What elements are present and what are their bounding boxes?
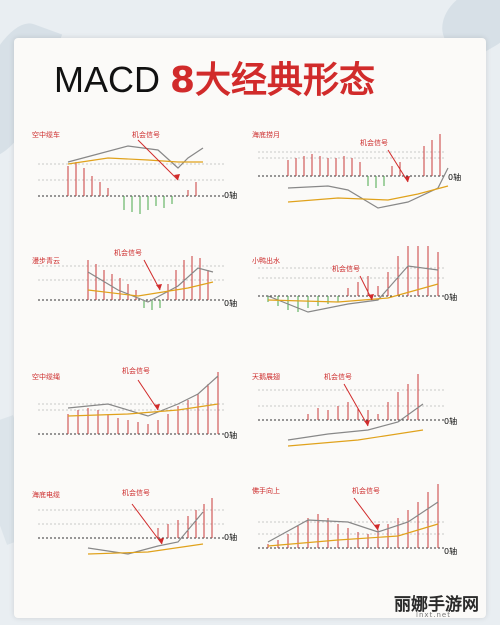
zero-axis-label: 0轴	[448, 173, 462, 182]
pattern-name: 漫步青云	[32, 257, 60, 265]
pattern-chart	[38, 256, 224, 310]
pattern-chart	[258, 484, 444, 549]
signal-arrowhead	[158, 538, 164, 544]
dea-line	[67, 157, 203, 165]
pattern-name: 空中缆绳	[32, 373, 60, 381]
dea-line	[267, 523, 439, 547]
signal-label: 机会信号	[122, 367, 150, 375]
pattern-panel-1: 空中缆车 机会信号 0轴	[28, 128, 254, 246]
pattern-panel-8: 佛手向上 机会信号 0轴	[248, 482, 474, 600]
watermark-logo: 丽娜手游网 lnxt.net	[356, 588, 496, 622]
signal-arrowhead	[364, 420, 370, 426]
dea-line	[267, 283, 439, 303]
watermark-name: 丽娜手游网	[394, 595, 479, 615]
signal-arrowhead	[404, 176, 410, 182]
pattern-chart	[258, 134, 449, 209]
pattern-name: 天鹅展翅	[252, 373, 280, 381]
signal-arrow	[387, 149, 409, 183]
pattern-name: 海底电缆	[32, 491, 60, 499]
dea-line	[87, 543, 204, 555]
pattern-chart	[38, 372, 224, 435]
zero-axis-label: 0轴	[444, 417, 458, 426]
signal-label: 机会信号	[132, 131, 160, 139]
pattern-chart	[258, 246, 444, 313]
pattern-chart	[258, 374, 444, 447]
signal-label: 机会信号	[324, 373, 352, 381]
dif-line	[267, 501, 439, 543]
pattern-chart	[38, 498, 224, 555]
pattern-name: 空中缆车	[32, 131, 60, 139]
dif-line	[67, 375, 219, 417]
pattern-panel-3: 漫步青云 机会信号 0轴	[28, 246, 254, 364]
signal-label: 机会信号	[114, 249, 142, 257]
pattern-panel-5: 空中缆绳 机会信号 0轴	[28, 364, 254, 482]
zero-axis-label: 0轴	[224, 431, 238, 440]
signal-label: 机会信号	[352, 487, 380, 495]
dif-line	[87, 511, 204, 555]
title-main: MACD	[54, 59, 160, 100]
signal-arrowhead	[154, 404, 160, 410]
pattern-panel-6: 天鹅展翅 机会信号 0轴	[248, 364, 474, 482]
pattern-panel-2: 海底捞月 机会信号 0轴	[248, 128, 474, 246]
infographic-card	[14, 38, 486, 618]
dif-line	[287, 167, 449, 209]
title-highlight: 8大经典形态	[170, 60, 376, 101]
signal-arrowhead	[174, 174, 180, 180]
watermark-url: lnxt.net	[416, 611, 451, 619]
pattern-panel-4: 小鸭出水 机会信号 0轴	[248, 246, 474, 364]
signal-label: 机会信号	[360, 139, 388, 147]
signal-arrowhead	[156, 284, 162, 290]
zero-axis-label: 0轴	[444, 293, 458, 302]
signal-label: 机会信号	[332, 265, 360, 273]
signal-label: 机会信号	[122, 489, 150, 497]
signal-arrowhead	[374, 524, 380, 530]
dea-line	[287, 429, 424, 447]
dif-line	[87, 267, 214, 303]
signal-arrowhead	[368, 294, 374, 300]
dif-line	[287, 403, 424, 441]
pattern-name: 海底捞月	[252, 131, 280, 139]
signal-arrow	[343, 383, 369, 427]
zero-axis-label: 0轴	[224, 533, 238, 542]
zero-axis-label: 0轴	[224, 299, 238, 308]
dea-line	[87, 281, 214, 297]
page-title: MACD 8大经典形态	[54, 52, 375, 109]
zero-axis-label: 0轴	[444, 547, 458, 556]
dif-line	[67, 145, 204, 169]
pattern-name: 佛手向上	[252, 487, 280, 495]
dif-line	[267, 265, 439, 313]
dea-line	[287, 185, 449, 203]
zero-axis-label: 0轴	[224, 191, 238, 200]
signal-arrow	[137, 139, 179, 181]
pattern-chart	[38, 139, 224, 214]
pattern-panel-7: 海底电缆 机会信号 0轴	[28, 482, 254, 600]
dea-line	[67, 403, 219, 417]
signal-arrow	[131, 503, 163, 545]
pattern-name: 小鸭出水	[252, 257, 280, 265]
signal-arrow	[353, 497, 379, 531]
